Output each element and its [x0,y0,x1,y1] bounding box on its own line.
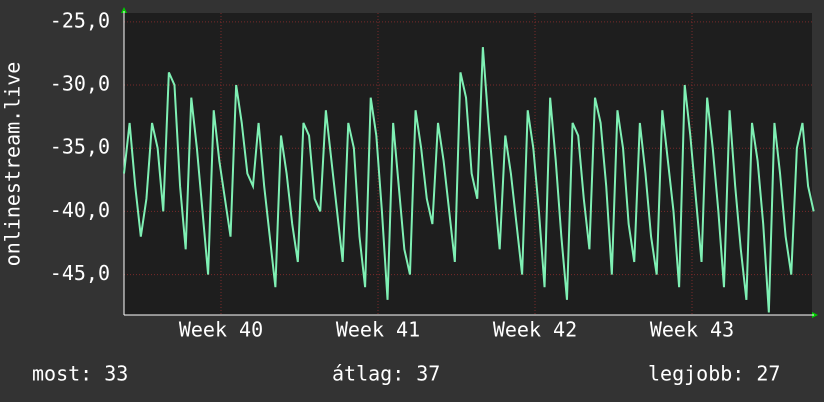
y-tick-label: -25,0 [50,8,110,32]
stat-value: 33 [104,362,128,386]
stat-label: átlag: [332,362,404,386]
plot-area [124,13,812,315]
x-tick-label: Week 42 [493,318,577,342]
stat-label: legjobb: [648,362,744,386]
axis-arrow [121,7,127,13]
y-tick-label: -45,0 [50,261,110,285]
y-tick-label: -35,0 [50,135,110,159]
data-line [123,47,815,313]
x-tick-label: Week 41 [336,318,420,342]
stat-value: 37 [416,362,440,386]
stat-label: most: [32,362,92,386]
y-tick-label: -40,0 [50,198,110,222]
x-tick-label: Week 43 [650,318,734,342]
axis-arrow [812,312,818,318]
stat-value: 27 [756,362,780,386]
y-tick-label: -30,0 [50,72,110,96]
y-axis-label: onlinestream.live [1,62,25,267]
x-tick-label: Week 40 [179,318,263,342]
